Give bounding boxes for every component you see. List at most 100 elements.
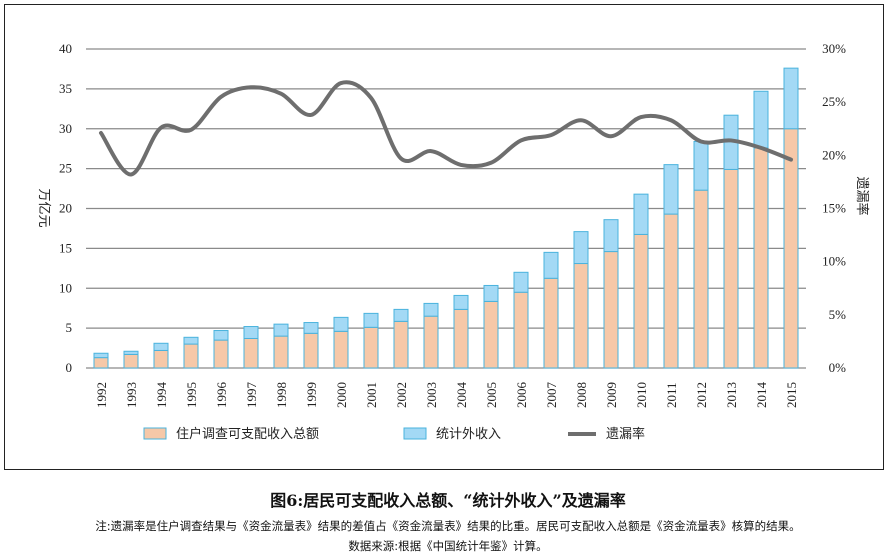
bar-unrecorded-income — [183, 336, 199, 345]
bar-unrecorded-income — [693, 141, 709, 191]
y2-tick-label: 5% — [829, 307, 847, 322]
x-tick-label: 2000 — [334, 382, 349, 408]
bar-unrecorded-income — [243, 326, 259, 339]
x-tick-label: 1994 — [154, 382, 169, 409]
legend-label-unrecorded-income: 统计外收入 — [436, 427, 501, 442]
y2-tick-label: 30% — [822, 41, 846, 56]
y-tick-label: 5 — [66, 320, 73, 335]
bar-unrecorded-income — [393, 308, 409, 322]
bar-survey-income — [273, 335, 289, 369]
bar-survey-income — [363, 326, 379, 369]
bar-survey-income — [333, 330, 349, 369]
bar-survey-income — [573, 263, 589, 369]
bar-survey-income — [753, 147, 769, 369]
x-tick-label: 2004 — [454, 382, 469, 409]
bar-unrecorded-income — [513, 271, 529, 293]
bar-survey-income — [543, 277, 559, 369]
legend-label-survey-income: 住户调查可支配收入总额 — [176, 426, 319, 442]
bar-survey-income — [153, 349, 169, 369]
bar-unrecorded-income — [483, 284, 499, 302]
bar-survey-income — [663, 213, 679, 369]
x-tick-label: 1993 — [124, 382, 139, 408]
x-tick-label: 2015 — [784, 382, 799, 408]
figure-source: 数据来源:根据《中国统计年鉴》计算。 — [348, 539, 548, 553]
x-tick-label: 1998 — [274, 382, 289, 408]
y-tick-label: 0 — [66, 360, 73, 375]
y-tick-label: 35 — [59, 81, 72, 96]
bar-unrecorded-income — [273, 323, 289, 337]
chart-frame — [4, 4, 884, 470]
y2-tick-label: 0% — [829, 360, 847, 375]
x-tick-label: 2002 — [394, 382, 409, 408]
x-tick-label: 2003 — [424, 382, 439, 408]
y2-axis-title: 遗漏率 — [854, 176, 870, 215]
bar-unrecorded-income — [753, 90, 769, 149]
figure-caption: 图6:居民可支配收入总额、“统计外收入”及遗漏率 — [270, 491, 626, 510]
y-tick-label: 40 — [59, 41, 72, 56]
bar-unrecorded-income — [123, 350, 139, 355]
y-tick-label: 20 — [59, 201, 72, 216]
bar-survey-income — [183, 343, 199, 369]
x-tick-label: 1995 — [184, 382, 199, 408]
bar-survey-income — [243, 337, 259, 369]
bar-unrecorded-income — [453, 294, 469, 310]
legend-label-omission-rate: 遗漏率 — [606, 426, 645, 442]
y-tick-label: 15 — [59, 240, 72, 255]
x-tick-label: 1999 — [304, 382, 319, 408]
y-tick-label: 30 — [59, 121, 72, 136]
bar-unrecorded-income — [153, 342, 169, 351]
x-tick-label: 2006 — [514, 382, 529, 409]
y-axis-title: 万亿元 — [36, 188, 51, 227]
bar-unrecorded-income — [333, 316, 349, 332]
x-tick-label: 2007 — [544, 382, 559, 409]
x-tick-label: 2014 — [754, 382, 769, 409]
y2-tick-label: 25% — [822, 94, 846, 109]
x-tick-label: 2005 — [484, 382, 499, 408]
bar-unrecorded-income — [363, 312, 379, 328]
x-tick-label: 2012 — [694, 382, 709, 408]
bar-survey-income — [303, 332, 319, 369]
y-tick-label: 10 — [59, 280, 72, 295]
bar-unrecorded-income — [303, 322, 319, 334]
bar-survey-income — [633, 233, 649, 369]
bar-unrecorded-income — [93, 352, 109, 359]
bar-unrecorded-income — [543, 251, 559, 279]
bar-unrecorded-income — [633, 193, 649, 235]
bar-unrecorded-income — [603, 219, 619, 253]
bar-survey-income — [783, 128, 799, 369]
bar-unrecorded-income — [663, 164, 679, 215]
bar-survey-income — [393, 320, 409, 369]
bar-survey-income — [483, 300, 499, 369]
y2-tick-label: 20% — [822, 147, 846, 162]
x-tick-label: 2011 — [664, 382, 679, 408]
y2-tick-label: 15% — [822, 201, 846, 216]
bar-survey-income — [723, 168, 739, 369]
bar-survey-income — [213, 339, 229, 369]
legend-swatch-survey-income — [143, 427, 167, 440]
x-tick-label: 1996 — [214, 382, 229, 409]
bar-survey-income — [423, 315, 439, 369]
x-tick-label: 2010 — [634, 382, 649, 408]
x-tick-label: 2013 — [724, 382, 739, 408]
figure-note: 注:遗漏率是住户调查结果与《资金流量表》结果的差值占《资金流量表》结果的比重。居… — [95, 519, 801, 533]
line-omission-rate — [99, 80, 793, 177]
legend-swatch-unrecorded-income — [403, 427, 427, 440]
bar-unrecorded-income — [423, 302, 439, 317]
bar-survey-income — [603, 251, 619, 369]
bar-survey-income — [513, 291, 529, 369]
bar-unrecorded-income — [783, 67, 799, 130]
y-tick-label: 25 — [59, 161, 72, 176]
x-tick-label: 1992 — [94, 382, 109, 408]
x-tick-label: 2009 — [604, 382, 619, 408]
bar-survey-income — [453, 308, 469, 369]
bar-survey-income — [693, 189, 709, 369]
x-tick-label: 1997 — [244, 382, 259, 409]
bar-survey-income — [123, 353, 139, 369]
bar-survey-income — [93, 357, 109, 369]
bar-unrecorded-income — [213, 330, 229, 341]
bar-unrecorded-income — [573, 231, 589, 265]
x-tick-label: 2001 — [364, 382, 379, 408]
y2-tick-label: 10% — [822, 254, 846, 269]
x-tick-label: 2008 — [574, 382, 589, 408]
